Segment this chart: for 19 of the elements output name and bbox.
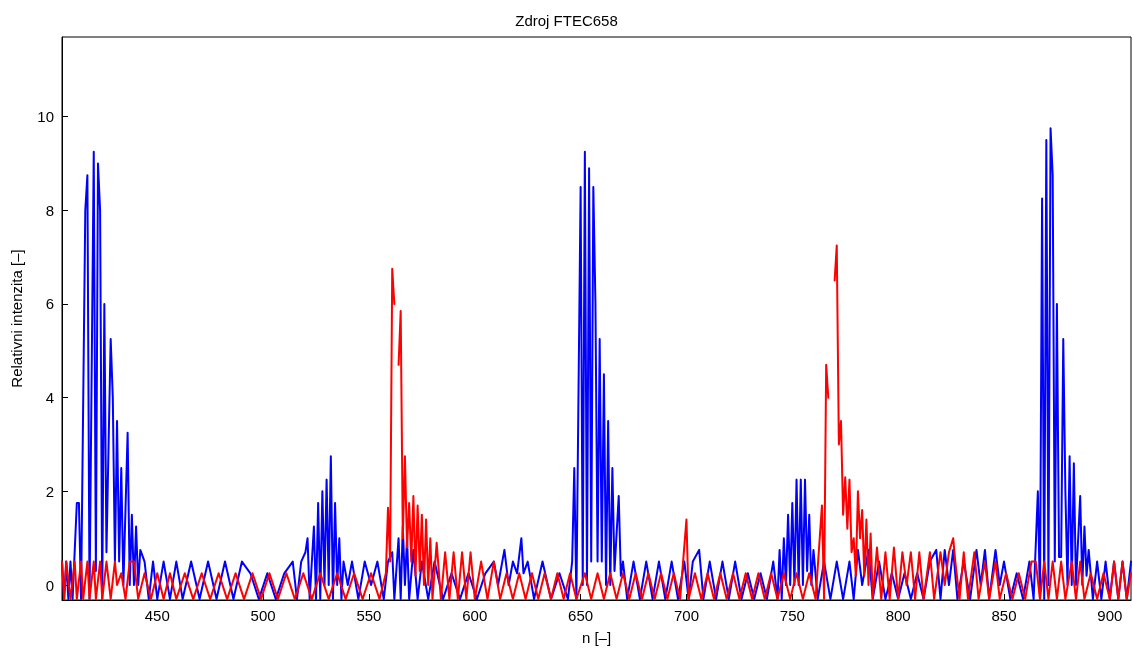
x-tick-label: 550	[356, 607, 382, 624]
y-tick-label: 8	[45, 201, 54, 219]
x-tick-label: 800	[885, 607, 911, 624]
y-tick-label: 2	[45, 482, 54, 500]
y-tick-label: 0	[45, 576, 54, 594]
x-tick-label: 650	[568, 607, 594, 624]
x-tick-label: 500	[250, 607, 276, 624]
x-tick-label: 700	[673, 607, 699, 624]
y-tick-label: 6	[45, 295, 54, 313]
y-tick-label: 10	[37, 108, 54, 126]
x-axis-title: n [–]	[581, 629, 612, 646]
chart-title: Zdroj FTEC658	[515, 12, 618, 29]
x-tick-label: 850	[991, 607, 1017, 624]
y-axis-title: Relativni intenzita [–]	[8, 249, 25, 388]
y-tick-label: 4	[45, 389, 54, 407]
x-tick-label: 600	[462, 607, 488, 624]
x-tick-label: 750	[779, 607, 805, 624]
x-tick-label: 450	[144, 607, 170, 624]
x-tick-label: 900	[1097, 607, 1123, 624]
